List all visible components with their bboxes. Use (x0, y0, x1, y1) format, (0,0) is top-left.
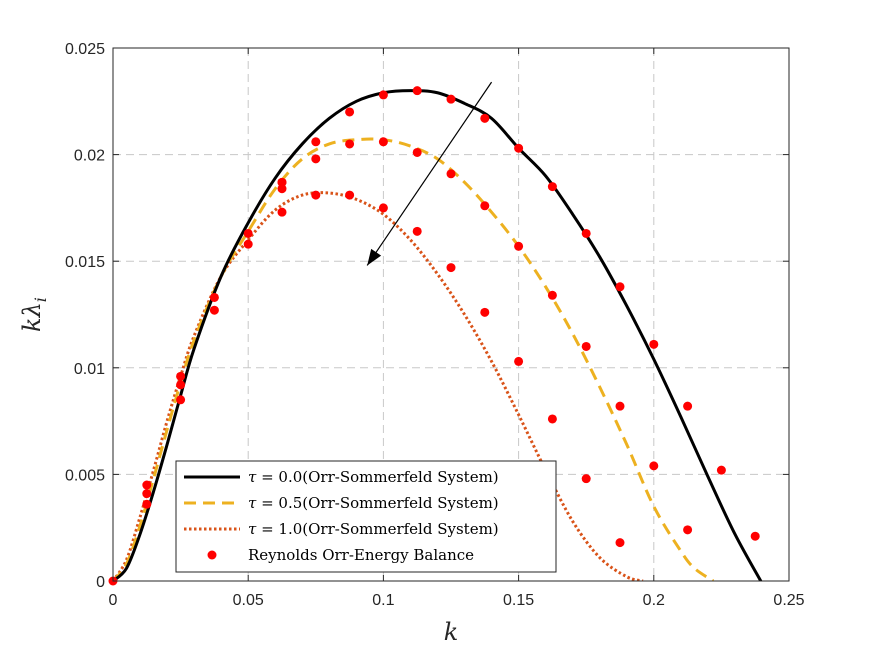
data-point-marker (378, 137, 388, 147)
data-point-marker (581, 474, 591, 484)
data-point-marker (412, 147, 422, 157)
legend-entry-label: τ = 1.0(Orr-Sommerfeld System) (248, 520, 499, 538)
axes-box (112, 47, 790, 582)
data-point-marker (378, 90, 388, 100)
data-point-marker (514, 356, 524, 366)
series-line-solid (113, 89, 763, 581)
annotation-arrow-shaft (366, 81, 493, 266)
x-tick-label: 0.25 (773, 592, 804, 609)
data-point-marker (480, 307, 490, 317)
data-point-marker (750, 531, 760, 541)
legend-entry-label: Reynolds Orr-Energy Balance (248, 546, 474, 564)
data-point-marker (345, 139, 355, 149)
x-axis-label: k (444, 618, 459, 646)
x-tick-label: 0 (109, 592, 118, 609)
data-point-marker (176, 395, 186, 405)
data-point-marker (176, 371, 186, 381)
x-tick-label: 0.05 (233, 592, 264, 609)
legend-layer: τ = 0.0(Orr-Sommerfeld System)τ = 0.5(Or… (175, 460, 557, 573)
data-point-marker (514, 241, 524, 251)
data-point-marker (615, 401, 625, 411)
data-point-marker (446, 94, 456, 104)
legend-tau-symbol: τ (248, 520, 257, 538)
data-point-marker (547, 182, 557, 192)
data-point-marker (142, 489, 152, 499)
x-tick-label: 0.1 (372, 592, 394, 609)
data-point-marker (649, 339, 659, 349)
y-tick-label: 0.02 (74, 148, 105, 165)
y-axis-label-main: kλ (18, 302, 46, 332)
x-tick-label: 0.15 (503, 592, 534, 609)
data-point-marker (581, 341, 591, 351)
data-point-marker (311, 190, 321, 200)
data-point-marker (480, 201, 490, 211)
data-point-marker (345, 107, 355, 117)
tick-layer: 0 0.05 0.1 0.15 0.2 0.25 0 0.005 0.01 0.015 0.02 0.… (65, 41, 805, 609)
annotation-arrow-head (367, 248, 382, 266)
legend-entry-label: τ = 0.0(Orr-Sommerfeld System) (248, 468, 499, 486)
y-axis-label: kλi (18, 297, 50, 332)
data-point-marker (615, 538, 625, 548)
data-point-marker (277, 207, 287, 217)
legend-entry-rest: = 1.0(Orr-Sommerfeld System) (256, 520, 498, 538)
legend-entry-label: τ = 0.5(Orr-Sommerfeld System) (248, 494, 499, 512)
data-point-marker (581, 228, 591, 238)
y-tick-label: 0.01 (74, 361, 105, 378)
y-tick-label: 0.025 (65, 41, 105, 58)
data-point-marker (243, 239, 253, 249)
data-point-marker (480, 113, 490, 123)
data-point-marker (716, 465, 726, 475)
data-point-marker (311, 137, 321, 147)
annotation-layer (366, 81, 493, 266)
data-point-marker (446, 263, 456, 273)
data-point-marker (615, 282, 625, 292)
data-point-marker (277, 177, 287, 187)
data-point-marker (142, 499, 152, 509)
data-point-marker (412, 86, 422, 96)
data-point-marker (311, 154, 321, 164)
data-point-marker (378, 203, 388, 213)
data-point-marker (176, 380, 186, 390)
y-tick-label: 0.005 (65, 467, 105, 484)
data-point-marker (683, 525, 693, 535)
legend-tau-symbol: τ (248, 468, 257, 486)
data-point-marker (277, 184, 287, 194)
data-point-marker (649, 461, 659, 471)
data-point-marker (683, 401, 693, 411)
data-point-marker (209, 305, 219, 315)
data-point-marker (412, 226, 422, 236)
data-point-marker (209, 292, 219, 302)
data-point-marker (514, 143, 524, 153)
data-point-marker (547, 290, 557, 300)
data-point-marker (142, 480, 152, 490)
data-point-marker (446, 169, 456, 179)
y-tick-label: 0 (96, 574, 105, 591)
data-point-marker (547, 414, 557, 424)
legend-entry-rest: = 0.0(Orr-Sommerfeld System) (256, 468, 498, 486)
legend-entry-rest: = 0.5(Orr-Sommerfeld System) (256, 494, 498, 512)
y-axis-label-subscript: i (31, 297, 50, 302)
axes-layer (112, 47, 790, 582)
y-tick-label: 0.015 (65, 254, 105, 271)
legend-box (175, 460, 557, 573)
data-point-marker (345, 190, 355, 200)
x-tick-label: 0.2 (643, 592, 665, 609)
data-point-marker (243, 228, 253, 238)
legend-tau-symbol: τ (248, 494, 257, 512)
legend-marker (207, 550, 217, 560)
